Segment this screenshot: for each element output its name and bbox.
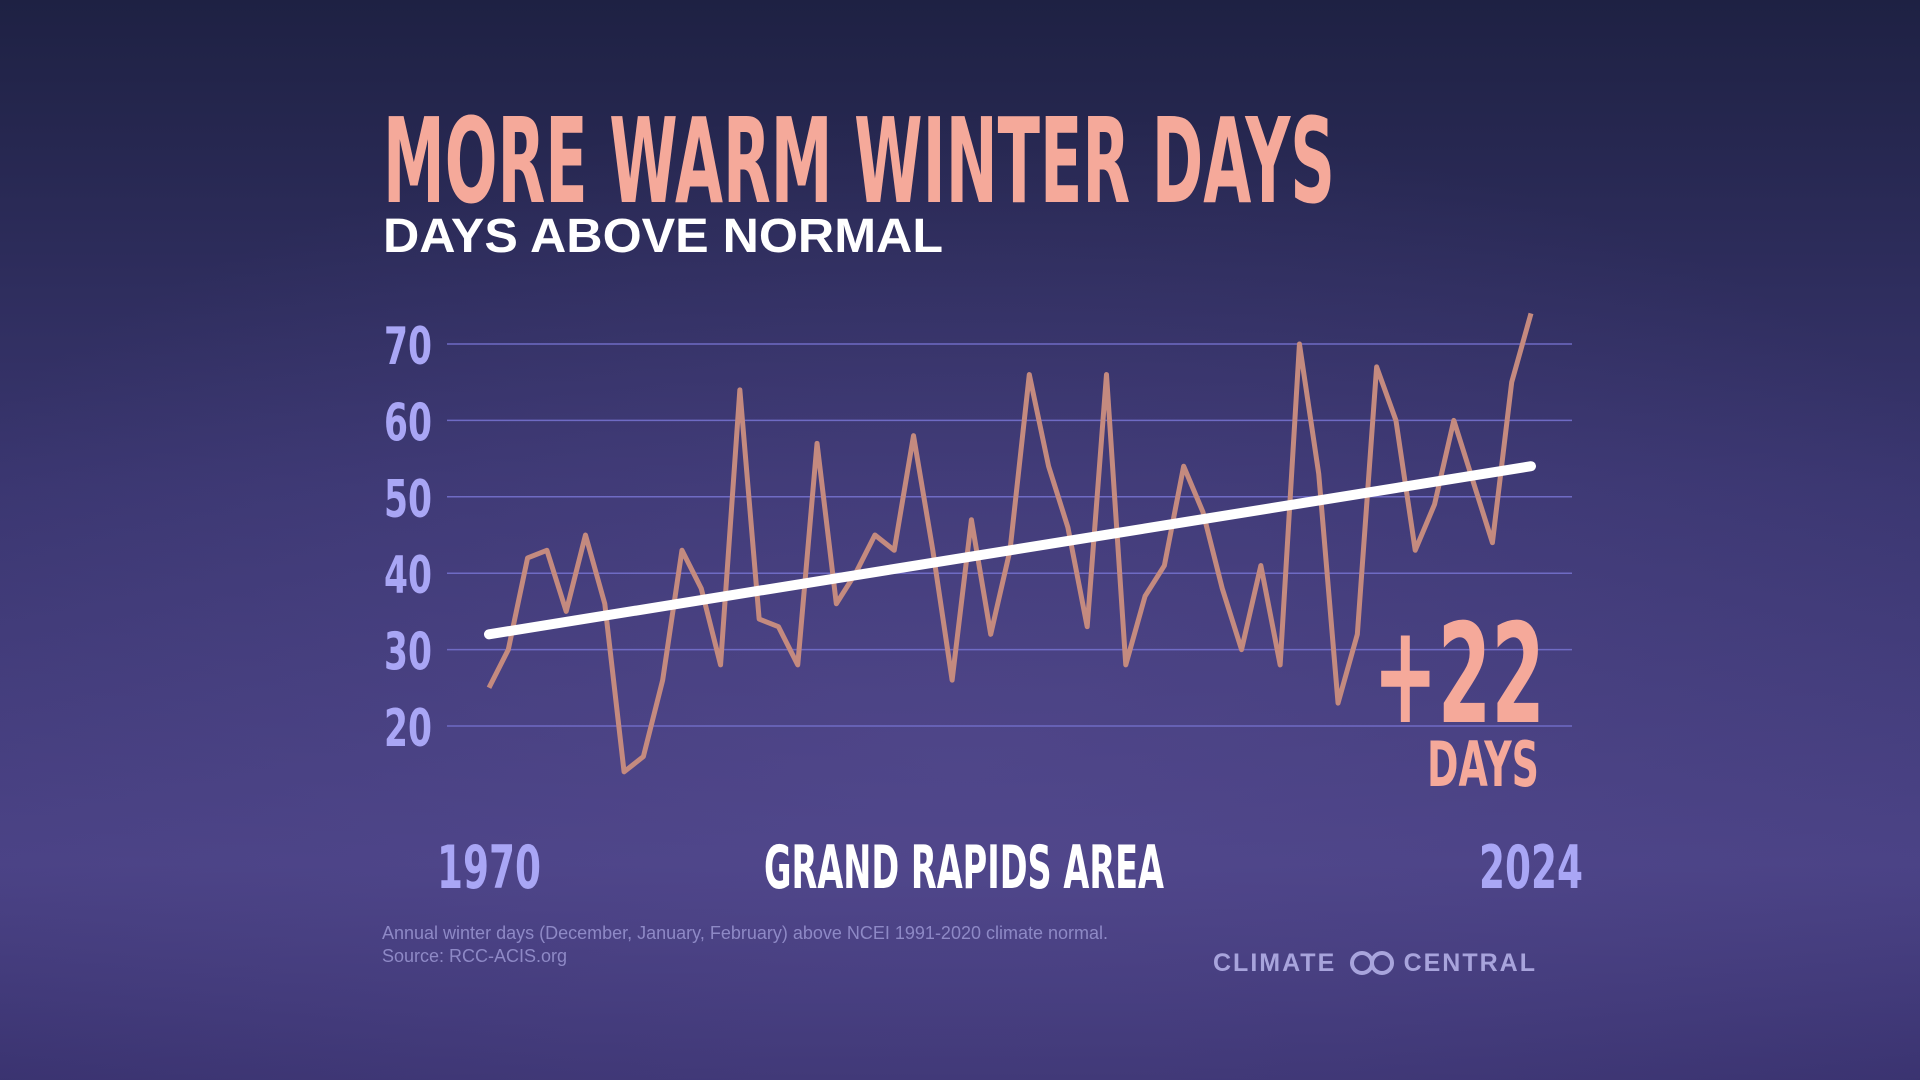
y-tick-label: 40 — [384, 546, 432, 606]
source: Source: RCC-ACIS.org — [382, 946, 567, 966]
y-tick-label: 50 — [384, 470, 432, 530]
y-tick-label: 30 — [384, 623, 432, 683]
change-annotation: +22 — [1373, 594, 1545, 755]
x-tick-label: 2024 — [1479, 833, 1583, 903]
chart-title: MORE WARM WINTER DAYS — [383, 92, 1335, 230]
footnote: Annual winter days (December, January, F… — [382, 923, 1108, 943]
plot-area: 20 30 40 50 60 70 1970 2024 — [384, 312, 1583, 903]
logo-text: CENTRAL — [1404, 949, 1537, 977]
logo-icon — [1370, 951, 1394, 975]
trend-line — [484, 461, 1536, 640]
location-label: GRAND RAPIDS AREA — [764, 833, 1164, 903]
chart-subtitle: DAYS ABOVE NORMAL — [383, 210, 943, 263]
x-tick-label: 1970 — [437, 833, 541, 903]
y-tick-label: 60 — [384, 393, 432, 453]
y-tick-label: 20 — [384, 699, 432, 759]
logo: CLIMATE CENTRAL — [1213, 949, 1537, 977]
logo-text: CLIMATE — [1213, 949, 1336, 977]
change-unit: DAYS — [1427, 728, 1539, 801]
y-tick-label: 70 — [384, 317, 432, 377]
